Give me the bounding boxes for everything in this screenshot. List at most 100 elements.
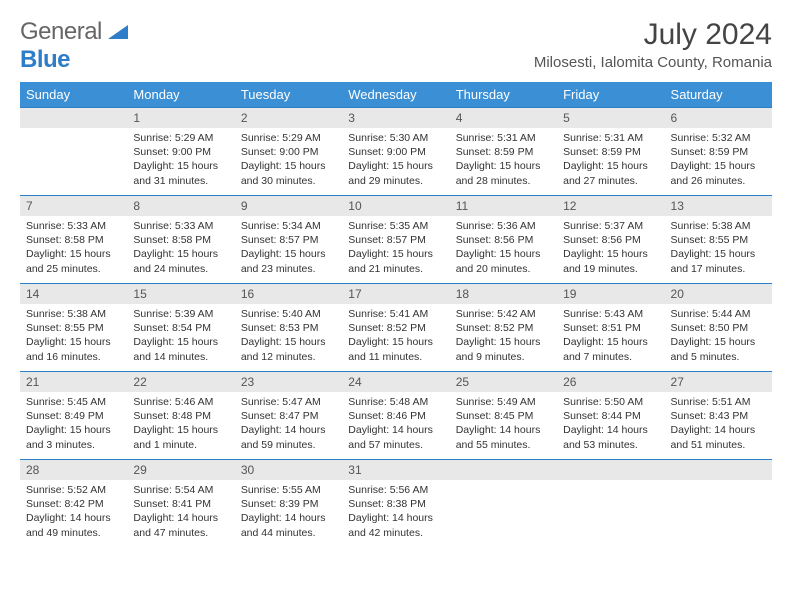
day-content: Sunrise: 5:50 AMSunset: 8:44 PMDaylight:…: [557, 392, 664, 456]
sunset: Sunset: 8:45 PM: [456, 409, 551, 423]
sunrise: Sunrise: 5:32 AM: [671, 131, 766, 145]
daylight: Daylight: 15 hours and 23 minutes.: [241, 247, 336, 275]
sunset: Sunset: 8:39 PM: [241, 497, 336, 511]
day-number: 25: [450, 372, 557, 392]
sunrise: Sunrise: 5:46 AM: [133, 395, 228, 409]
day-content: Sunrise: 5:29 AMSunset: 9:00 PMDaylight:…: [127, 128, 234, 192]
sunset: Sunset: 8:57 PM: [348, 233, 443, 247]
daylight: Daylight: 15 hours and 19 minutes.: [563, 247, 658, 275]
day-number: 18: [450, 284, 557, 304]
sunset: Sunset: 8:52 PM: [348, 321, 443, 335]
day-number: 27: [665, 372, 772, 392]
day-content: Sunrise: 5:47 AMSunset: 8:47 PMDaylight:…: [235, 392, 342, 456]
sunrise: Sunrise: 5:39 AM: [133, 307, 228, 321]
sunrise: Sunrise: 5:49 AM: [456, 395, 551, 409]
day-number: 14: [20, 284, 127, 304]
day-number: 19: [557, 284, 664, 304]
sunset: Sunset: 8:52 PM: [456, 321, 551, 335]
day-content: Sunrise: 5:41 AMSunset: 8:52 PMDaylight:…: [342, 304, 449, 368]
daylight: Daylight: 14 hours and 57 minutes.: [348, 423, 443, 451]
sunrise: Sunrise: 5:37 AM: [563, 219, 658, 233]
weekday-header: Saturday: [665, 82, 772, 108]
sunrise: Sunrise: 5:43 AM: [563, 307, 658, 321]
calendar-day: 15Sunrise: 5:39 AMSunset: 8:54 PMDayligh…: [127, 284, 234, 372]
day-number: 28: [20, 460, 127, 480]
daylight: Daylight: 15 hours and 9 minutes.: [456, 335, 551, 363]
location: Milosesti, Ialomita County, Romania: [534, 54, 772, 71]
sunset: Sunset: 8:58 PM: [133, 233, 228, 247]
calendar-day: 9Sunrise: 5:34 AMSunset: 8:57 PMDaylight…: [235, 196, 342, 284]
sunrise: Sunrise: 5:50 AM: [563, 395, 658, 409]
sunset: Sunset: 8:57 PM: [241, 233, 336, 247]
sunset: Sunset: 8:44 PM: [563, 409, 658, 423]
daylight: Daylight: 15 hours and 12 minutes.: [241, 335, 336, 363]
weekday-header: Monday: [127, 82, 234, 108]
calendar-day: 30Sunrise: 5:55 AMSunset: 8:39 PMDayligh…: [235, 460, 342, 548]
logo-triangle-icon: [108, 25, 128, 39]
day-content: Sunrise: 5:32 AMSunset: 8:59 PMDaylight:…: [665, 128, 772, 192]
sunrise: Sunrise: 5:42 AM: [456, 307, 551, 321]
calendar-day: 18 Sunrise: 5:42 AMSunset: 8:52 PMDayligh…: [450, 284, 557, 372]
sunrise: Sunrise: 5:47 AM: [241, 395, 336, 409]
sunset: Sunset: 8:43 PM: [671, 409, 766, 423]
sunrise: Sunrise: 5:33 AM: [133, 219, 228, 233]
day-number-empty: [557, 460, 664, 480]
daylight: Daylight: 15 hours and 25 minutes.: [26, 247, 121, 275]
daylight: Daylight: 15 hours and 17 minutes.: [671, 247, 766, 275]
sunrise: Sunrise: 5:29 AM: [241, 131, 336, 145]
sunrise: Sunrise: 5:31 AM: [563, 131, 658, 145]
calendar-day-empty: [665, 460, 772, 548]
daylight: Daylight: 15 hours and 1 minute.: [133, 423, 228, 451]
sunset: Sunset: 8:47 PM: [241, 409, 336, 423]
day-content: Sunrise: 5:31 AMSunset: 8:59 PMDaylight:…: [450, 128, 557, 192]
daylight: Daylight: 15 hours and 21 minutes.: [348, 247, 443, 275]
sunrise: Sunrise: 5:55 AM: [241, 483, 336, 497]
sunrise: Sunrise: 5:41 AM: [348, 307, 443, 321]
header: General Blue July 2024 Milosesti, Ialomi…: [20, 18, 772, 74]
day-number: 4: [450, 108, 557, 128]
sunset: Sunset: 8:41 PM: [133, 497, 228, 511]
day-content: Sunrise: 5:34 AMSunset: 8:57 PMDaylight:…: [235, 216, 342, 280]
day-number: 10: [342, 196, 449, 216]
calendar-day: 24Sunrise: 5:48 AMSunset: 8:46 PMDayligh…: [342, 372, 449, 460]
sunset: Sunset: 8:59 PM: [456, 145, 551, 159]
daylight: Daylight: 15 hours and 16 minutes.: [26, 335, 121, 363]
sunset: Sunset: 8:50 PM: [671, 321, 766, 335]
daylight: Daylight: 14 hours and 44 minutes.: [241, 511, 336, 539]
sunrise: Sunrise: 5:51 AM: [671, 395, 766, 409]
weekday-header: Friday: [557, 82, 664, 108]
sunset: Sunset: 8:54 PM: [133, 321, 228, 335]
calendar-day: 4Sunrise: 5:31 AMSunset: 8:59 PMDaylight…: [450, 108, 557, 196]
day-number-empty: [665, 460, 772, 480]
day-content: Sunrise: 5:38 AMSunset: 8:55 PMDaylight:…: [665, 216, 772, 280]
day-content: Sunrise: 5:33 AMSunset: 8:58 PMDaylight:…: [127, 216, 234, 280]
sunrise: Sunrise: 5:56 AM: [348, 483, 443, 497]
daylight: Daylight: 15 hours and 29 minutes.: [348, 159, 443, 187]
day-content: Sunrise: 5:31 AMSunset: 8:59 PMDaylight:…: [557, 128, 664, 192]
day-content: Sunrise: 5:45 AMSunset: 8:49 PMDaylight:…: [20, 392, 127, 456]
day-number: 31: [342, 460, 449, 480]
daylight: Daylight: 15 hours and 24 minutes.: [133, 247, 228, 275]
sunset: Sunset: 8:55 PM: [671, 233, 766, 247]
calendar-day: 28Sunrise: 5:52 AMSunset: 8:42 PMDayligh…: [20, 460, 127, 548]
day-content: Sunrise: 5:29 AMSunset: 9:00 PMDaylight:…: [235, 128, 342, 192]
calendar: SundayMondayTuesdayWednesdayThursdayFrid…: [20, 82, 772, 548]
calendar-day: 21Sunrise: 5:45 AMSunset: 8:49 PMDayligh…: [20, 372, 127, 460]
calendar-day: 20Sunrise: 5:44 AMSunset: 8:50 PMDayligh…: [665, 284, 772, 372]
calendar-day: 25Sunrise: 5:49 AMSunset: 8:45 PMDayligh…: [450, 372, 557, 460]
weekday-header: Tuesday: [235, 82, 342, 108]
day-content: Sunrise: 5:35 AMSunset: 8:57 PMDaylight:…: [342, 216, 449, 280]
calendar-header: SundayMondayTuesdayWednesdayThursdayFrid…: [20, 82, 772, 108]
daylight: Daylight: 15 hours and 31 minutes.: [133, 159, 228, 187]
day-content: Sunrise: 5:30 AMSunset: 9:00 PMDaylight:…: [342, 128, 449, 192]
calendar-day: 11Sunrise: 5:36 AMSunset: 8:56 PMDayligh…: [450, 196, 557, 284]
sunset: Sunset: 8:59 PM: [671, 145, 766, 159]
day-number: 23: [235, 372, 342, 392]
calendar-day: 27Sunrise: 5:51 AMSunset: 8:43 PMDayligh…: [665, 372, 772, 460]
day-number-empty: [450, 460, 557, 480]
sunset: Sunset: 8:49 PM: [26, 409, 121, 423]
sunrise: Sunrise: 5:40 AM: [241, 307, 336, 321]
sunset: Sunset: 8:56 PM: [456, 233, 551, 247]
day-number-empty: [20, 108, 127, 128]
day-number: 16: [235, 284, 342, 304]
